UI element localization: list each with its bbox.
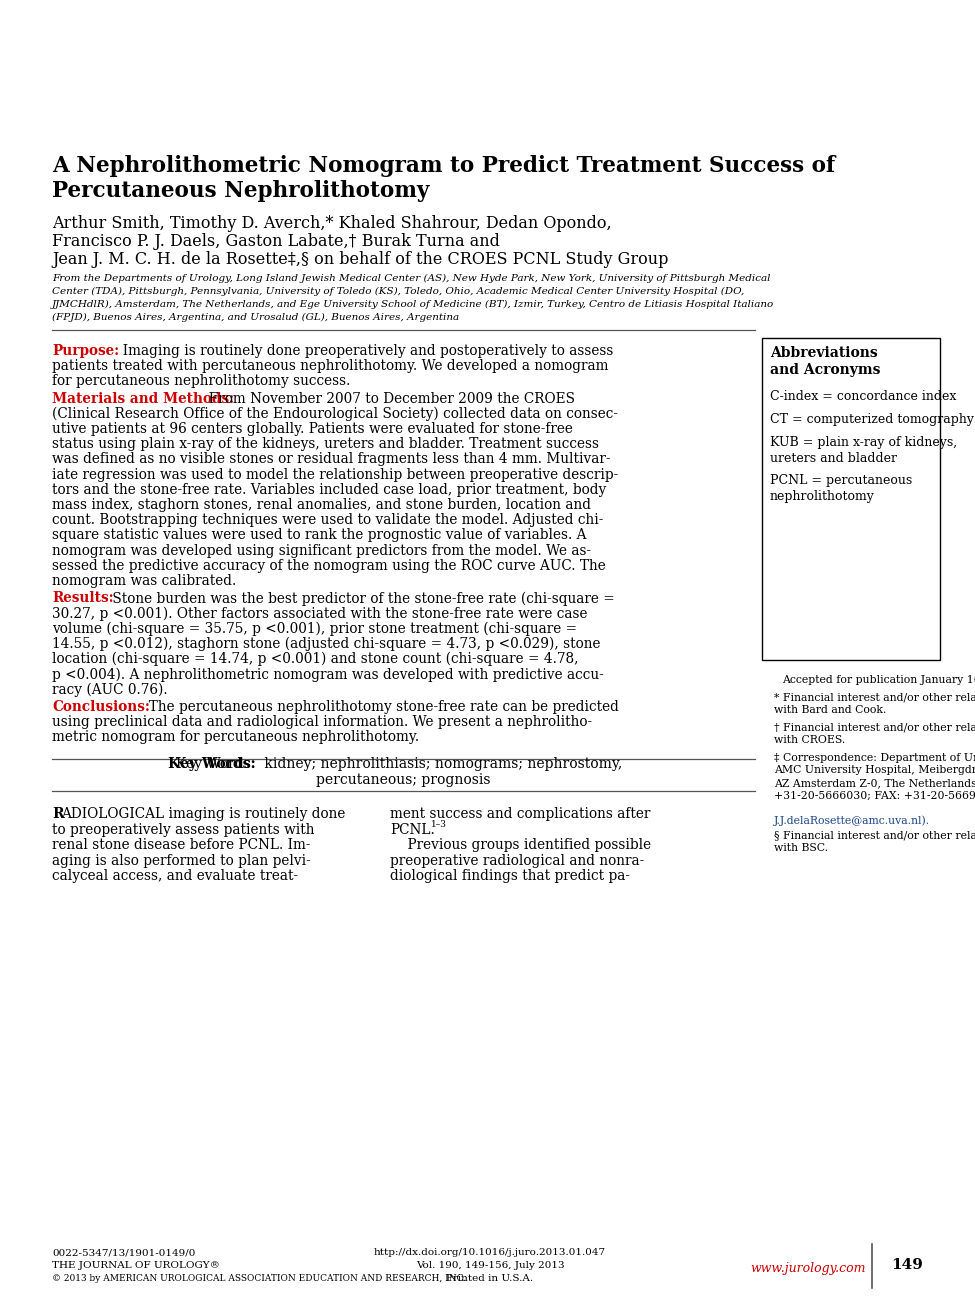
Text: location (chi-square = 14.74, p <0.001) and stone count (chi-square = 4.78,: location (chi-square = 14.74, p <0.001) … xyxy=(52,652,578,667)
Text: © 2013 by AMERICAN UROLOGICAL ASSOCIATION EDUCATION AND RESEARCH, INC.: © 2013 by AMERICAN UROLOGICAL ASSOCIATIO… xyxy=(52,1274,466,1283)
Text: tors and the stone-free rate. Variables included case load, prior treatment, bod: tors and the stone-free rate. Variables … xyxy=(52,483,606,497)
Text: Materials and Methods:: Materials and Methods: xyxy=(52,392,234,406)
Text: Abbreviations
and Acronyms: Abbreviations and Acronyms xyxy=(770,346,880,377)
Text: http://dx.doi.org/10.1016/j.juro.2013.01.047: http://dx.doi.org/10.1016/j.juro.2013.01… xyxy=(374,1248,606,1257)
Text: utive patients at 96 centers globally. Patients were evaluated for stone-free: utive patients at 96 centers globally. P… xyxy=(52,422,573,436)
Text: percutaneous; prognosis: percutaneous; prognosis xyxy=(316,773,490,787)
Text: (FPJD), Buenos Aires, Argentina, and Urosalud (GL), Buenos Aires, Argentina: (FPJD), Buenos Aires, Argentina, and Uro… xyxy=(52,313,459,322)
Text: C-index = concordance index: C-index = concordance index xyxy=(770,390,956,403)
Text: nomogram was calibrated.: nomogram was calibrated. xyxy=(52,574,236,589)
Text: Purpose:: Purpose: xyxy=(52,345,119,358)
Text: R: R xyxy=(52,808,63,821)
Text: 1–3: 1–3 xyxy=(431,820,447,829)
Text: aging is also performed to plan pelvi-: aging is also performed to plan pelvi- xyxy=(52,853,311,868)
Text: ‡ Correspondence: Department of Urology,
AMC University Hospital, Meibergdreef 9: ‡ Correspondence: Department of Urology,… xyxy=(774,753,975,801)
Text: Imaging is routinely done preoperatively and postoperatively to assess: Imaging is routinely done preoperatively… xyxy=(114,345,613,358)
Text: Stone burden was the best predictor of the stone-free rate (chi-square =: Stone burden was the best predictor of t… xyxy=(108,591,615,606)
Text: mass index, staghorn stones, renal anomalies, and stone burden, location and: mass index, staghorn stones, renal anoma… xyxy=(52,499,591,512)
Text: CT = computerized tomography: CT = computerized tomography xyxy=(770,412,974,425)
Text: www.jurology.com: www.jurology.com xyxy=(751,1262,866,1275)
Text: status using plain x-ray of the kidneys, ureters and bladder. Treatment success: status using plain x-ray of the kidneys,… xyxy=(52,437,599,452)
Text: The percutaneous nephrolithotomy stone-free rate can be predicted: The percutaneous nephrolithotomy stone-f… xyxy=(140,699,619,714)
Text: 149: 149 xyxy=(891,1258,923,1272)
Text: iate regression was used to model the relationship between preoperative descrip-: iate regression was used to model the re… xyxy=(52,467,618,482)
Text: J.J.delaRosette@amc.uva.nl).: J.J.delaRosette@amc.uva.nl). xyxy=(774,816,930,826)
Text: 0022-5347/13/1901-0149/0: 0022-5347/13/1901-0149/0 xyxy=(52,1248,195,1257)
Text: PCNL.: PCNL. xyxy=(390,822,435,837)
Text: sessed the predictive accuracy of the nomogram using the ROC curve AUC. The: sessed the predictive accuracy of the no… xyxy=(52,559,605,573)
Text: patients treated with percutaneous nephrolithotomy. We developed a nomogram: patients treated with percutaneous nephr… xyxy=(52,359,608,373)
Text: From the Departments of Urology, Long Island Jewish Medical Center (AS), New Hyd: From the Departments of Urology, Long Is… xyxy=(52,274,770,283)
Text: preoperative radiological and nonra-: preoperative radiological and nonra- xyxy=(390,853,644,868)
FancyBboxPatch shape xyxy=(762,338,940,660)
Text: PCNL = percutaneous
nephrolithotomy: PCNL = percutaneous nephrolithotomy xyxy=(770,474,913,502)
Text: Vol. 190, 149-156, July 2013: Vol. 190, 149-156, July 2013 xyxy=(415,1261,565,1270)
Text: using preclinical data and radiological information. We present a nephrolitho-: using preclinical data and radiological … xyxy=(52,715,592,728)
Text: diological findings that predict pa-: diological findings that predict pa- xyxy=(390,869,630,883)
Text: square statistic values were used to rank the prognostic value of variables. A: square statistic values were used to ran… xyxy=(52,529,587,543)
Text: Jean J. M. C. H. de la Rosette‡,§ on behalf of the CROES PCNL Study Group: Jean J. M. C. H. de la Rosette‡,§ on beh… xyxy=(52,251,669,268)
Text: Results:: Results: xyxy=(52,591,114,606)
Text: † Financial interest and/or other relationship
with CROES.: † Financial interest and/or other relati… xyxy=(774,723,975,745)
Text: count. Bootstrapping techniques were used to validate the model. Adjusted chi-: count. Bootstrapping techniques were use… xyxy=(52,513,604,527)
Text: p <0.004). A nephrolithometric nomogram was developed with predictive accu-: p <0.004). A nephrolithometric nomogram … xyxy=(52,667,604,681)
Text: nomogram was developed using significant predictors from the model. We as-: nomogram was developed using significant… xyxy=(52,544,591,557)
Text: (Clinical Research Office of the Endourological Society) collected data on conse: (Clinical Research Office of the Endouro… xyxy=(52,407,618,422)
Text: A Nephrolithometric Nomogram to Predict Treatment Success of: A Nephrolithometric Nomogram to Predict … xyxy=(52,155,836,177)
Text: calyceal access, and evaluate treat-: calyceal access, and evaluate treat- xyxy=(52,869,298,883)
Text: Conclusions:: Conclusions: xyxy=(52,699,150,714)
Text: KUB = plain x-ray of kidneys,
ureters and bladder: KUB = plain x-ray of kidneys, ureters an… xyxy=(770,436,957,465)
Text: Center (TDA), Pittsburgh, Pennsylvania, University of Toledo (KS), Toledo, Ohio,: Center (TDA), Pittsburgh, Pennsylvania, … xyxy=(52,287,744,296)
Text: * Financial interest and/or other relationship
with Bard and Cook.: * Financial interest and/or other relati… xyxy=(774,693,975,715)
Text: Key Words:: Key Words: xyxy=(168,757,255,771)
Text: volume (chi-square = 35.75, p <0.001), prior stone treatment (chi-square =: volume (chi-square = 35.75, p <0.001), p… xyxy=(52,621,577,636)
Text: § Financial interest and/or other relationship
with BSC.: § Financial interest and/or other relati… xyxy=(774,831,975,853)
Text: Key Words:  kidney; nephrolithiasis; nomograms; nephrostomy,: Key Words: kidney; nephrolithiasis; nomo… xyxy=(176,757,623,771)
Text: metric nomogram for percutaneous nephrolithotomy.: metric nomogram for percutaneous nephrol… xyxy=(52,729,419,744)
Text: Arthur Smith, Timothy D. Averch,* Khaled Shahrour, Dedan Opondo,: Arthur Smith, Timothy D. Averch,* Khaled… xyxy=(52,215,611,232)
Text: 14.55, p <0.012), staghorn stone (adjusted chi-square = 4.73, p <0.029), stone: 14.55, p <0.012), staghorn stone (adjust… xyxy=(52,637,601,651)
Text: THE JOURNAL OF UROLOGY®: THE JOURNAL OF UROLOGY® xyxy=(52,1261,220,1270)
Text: ment success and complications after: ment success and complications after xyxy=(390,808,650,821)
Text: for percutaneous nephrolithotomy success.: for percutaneous nephrolithotomy success… xyxy=(52,375,350,389)
Text: racy (AUC 0.76).: racy (AUC 0.76). xyxy=(52,683,168,697)
Text: Previous groups identified possible: Previous groups identified possible xyxy=(390,838,651,852)
Text: Percutaneous Nephrolithotomy: Percutaneous Nephrolithotomy xyxy=(52,180,429,202)
Text: JJMCHdlR), Amsterdam, The Netherlands, and Ege University School of Medicine (BT: JJMCHdlR), Amsterdam, The Netherlands, a… xyxy=(52,300,774,309)
Text: Accepted for publication January 16, 2013.: Accepted for publication January 16, 201… xyxy=(782,675,975,685)
Text: renal stone disease before PCNL. Im-: renal stone disease before PCNL. Im- xyxy=(52,838,310,852)
Text: From November 2007 to December 2009 the CROES: From November 2007 to December 2009 the … xyxy=(200,392,575,406)
Text: Francisco P. J. Daels, Gaston Labate,† Burak Turna and: Francisco P. J. Daels, Gaston Labate,† B… xyxy=(52,234,500,251)
Text: 30.27, p <0.001). Other factors associated with the stone-free rate were case: 30.27, p <0.001). Other factors associat… xyxy=(52,607,588,621)
Text: Printed in U.S.A.: Printed in U.S.A. xyxy=(447,1274,533,1283)
Text: was defined as no visible stones or residual fragments less than 4 mm. Multivar-: was defined as no visible stones or resi… xyxy=(52,453,610,466)
Text: to preoperatively assess patients with: to preoperatively assess patients with xyxy=(52,822,315,837)
Text: ADIOLOGICAL imaging is routinely done: ADIOLOGICAL imaging is routinely done xyxy=(61,808,345,821)
